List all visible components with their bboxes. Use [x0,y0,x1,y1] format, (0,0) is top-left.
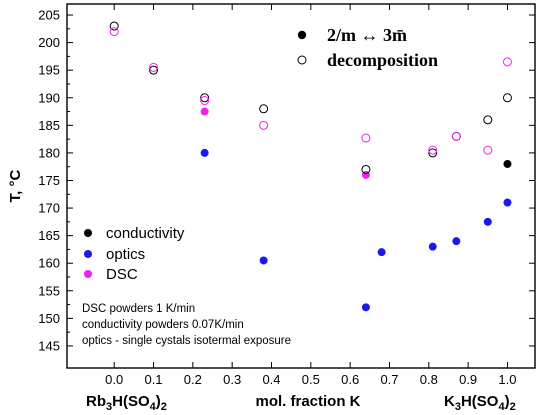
point-optics-transition [503,198,512,207]
x-tick-label: 0.3 [223,372,241,387]
point-conductivity-decomposition [149,65,159,75]
point-dsc-decomposition [361,133,371,143]
y-tick-label: 185 [38,118,60,133]
legend-bottom: conductivity optics DSC [84,225,185,283]
y-tick-label: 200 [38,35,60,50]
legend-label-transition: 2/m ↔ 3m̄ [327,25,407,45]
point-dsc-decomposition [502,57,512,67]
point-optics-transition [452,237,461,246]
legend-marker-transition [297,30,307,40]
point-conductivity-decomposition [200,93,210,103]
note-dsc: DSC powders 1 K/min [82,303,195,315]
y-tick-label: 145 [38,338,60,353]
point-optics-transition [377,248,386,257]
x-tick-label: 0.8 [420,372,438,387]
y-tick-label: 195 [38,63,60,78]
point-conductivity-transition [503,159,512,168]
legend-label-optics: optics [106,246,145,263]
y-tick-label: 155 [38,283,60,298]
x-tick-label: 0.0 [105,372,123,387]
x-tick-label: 1.0 [498,372,516,387]
y-tick-label: 205 [38,8,60,23]
y-tick-label: 150 [38,311,60,326]
legend-marker-optics [84,250,92,258]
y-tick-label: 165 [38,228,60,243]
point-dsc-decomposition [149,62,159,72]
x-tick-label: 0.1 [144,372,162,387]
note-conductivity: conductivity powders 0.07K/min [82,319,244,331]
point-conductivity-decomposition [428,148,438,158]
x-right-compound-label: K3H(SO4)2 [444,393,516,413]
point-dsc-decomposition [200,96,210,106]
legend-marker-decomposition [297,55,307,65]
measurement-notes: DSC powders 1 K/min conductivity powders… [82,303,291,347]
point-dsc-decomposition [109,27,119,37]
x-tick-label: 0.2 [184,372,202,387]
point-conductivity-decomposition [483,115,493,125]
legend-label-dsc: DSC [106,266,138,283]
plot-frame [66,3,536,369]
point-conductivity-decomposition [361,164,371,174]
note-optics: optics - single cystals isotermal exposu… [82,335,291,347]
point-dsc-decomposition [451,131,461,141]
point-dsc-decomposition [428,145,438,155]
legend-label-decomposition: decomposition [327,50,438,70]
point-optics-transition [428,242,437,251]
legend-top: 2/m ↔ 3m̄ decomposition [297,25,438,70]
point-dsc-transition [200,107,209,116]
y-tick-label: 160 [38,256,60,271]
x-left-compound-label: Rb3H(SO4)2 [86,393,167,413]
x-tick-label: 0.4 [262,372,280,387]
point-dsc-decomposition [259,120,269,130]
point-optics-transition [483,217,492,226]
y-tick-label: 175 [38,173,60,188]
legend-marker-conductivity [84,229,92,237]
legend-marker-dsc [84,270,92,278]
point-optics-transition [259,256,268,265]
point-dsc-decomposition [483,145,493,155]
y-tick-label: 170 [38,201,60,216]
point-conductivity-decomposition [109,21,119,31]
x-tick-label: 0.6 [341,372,359,387]
axes: 145 150 155 160 165 170 175 180 185 190 195 200 205 0… [38,4,535,387]
x-axis-title: mol. fraction K [255,393,360,410]
point-conductivity-decomposition [259,104,269,114]
x-tick-label: 0.7 [380,372,398,387]
y-tick-label: 190 [38,90,60,105]
legend-label-conductivity: conductivity [106,225,185,242]
y-axis-title: T, °C [7,170,24,203]
x-tick-label: 0.9 [459,372,477,387]
point-optics-transition [200,148,209,157]
point-conductivity-decomposition [502,93,512,103]
y-tick-label: 180 [38,145,60,160]
x-tick-label: 0.5 [302,372,320,387]
point-optics-transition [361,303,370,312]
data-marks [109,21,512,312]
